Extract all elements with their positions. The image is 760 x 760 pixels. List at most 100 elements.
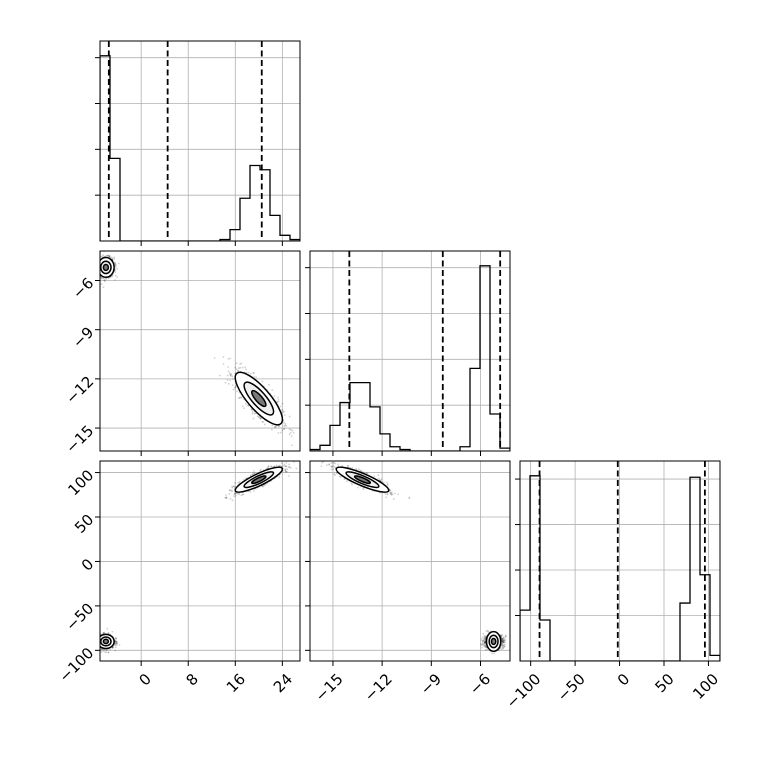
sample-point <box>108 255 111 257</box>
scatter-panel-1-0 <box>93 250 301 452</box>
sample-point <box>501 638 504 641</box>
sample-point <box>501 645 504 648</box>
sample-point <box>116 642 119 644</box>
sample-point <box>501 640 504 642</box>
sample-point <box>97 268 99 270</box>
sample-point <box>279 431 282 434</box>
sample-point <box>501 641 503 644</box>
sample-point <box>501 640 504 643</box>
sample-point <box>278 476 281 479</box>
sample-point <box>97 638 99 640</box>
sample-point <box>253 412 256 415</box>
sample-point <box>253 470 255 472</box>
sample-point <box>483 634 486 637</box>
density-layer <box>93 251 295 447</box>
sample-point <box>97 647 99 649</box>
panel-frame <box>99 460 301 662</box>
sample-point <box>100 277 103 280</box>
sample-point <box>481 646 483 649</box>
sample-point <box>267 465 270 468</box>
sample-point <box>229 497 232 500</box>
scatter-panel-2-0 <box>96 460 301 662</box>
sample-point <box>114 266 117 268</box>
sample-point <box>332 465 335 467</box>
sample-point <box>114 641 117 643</box>
sample-point <box>501 647 504 650</box>
sample-point <box>241 366 244 369</box>
sample-point <box>115 640 118 643</box>
sample-point <box>229 374 232 377</box>
sample-point <box>500 635 503 638</box>
sample-point <box>485 646 488 649</box>
sample-point <box>282 411 285 414</box>
sample-point <box>247 371 250 374</box>
sample-point <box>97 270 99 272</box>
sample-point <box>253 472 256 475</box>
sample-point <box>251 410 254 413</box>
sample-point <box>483 635 486 638</box>
sample-point <box>238 493 241 496</box>
sample-point <box>250 408 253 411</box>
sample-point <box>114 644 117 647</box>
sample-point <box>96 642 98 644</box>
sample-point <box>235 362 238 365</box>
sample-point <box>107 632 110 634</box>
scatter-panel-2-1 <box>309 460 511 662</box>
sample-point <box>97 266 99 268</box>
sample-point <box>264 483 267 486</box>
sample-point <box>93 265 95 267</box>
sample-point <box>252 372 255 374</box>
sample-point <box>279 405 282 408</box>
sample-point <box>98 641 100 643</box>
sample-point <box>278 425 281 427</box>
sample-point <box>115 637 118 640</box>
sample-point <box>233 495 236 498</box>
sample-point <box>283 427 286 430</box>
sample-point <box>105 649 108 652</box>
sample-point <box>98 271 100 273</box>
sample-point <box>502 636 505 639</box>
sample-point <box>501 643 504 646</box>
histogram-steps <box>100 55 300 241</box>
sample-point <box>289 431 292 434</box>
sample-point <box>104 651 106 653</box>
sample-point <box>504 639 507 642</box>
sample-point <box>255 376 257 379</box>
sample-point <box>114 646 117 649</box>
density-contour <box>490 637 497 646</box>
sample-point <box>113 257 116 260</box>
sample-point <box>270 428 273 431</box>
sample-point <box>237 481 240 484</box>
sample-point <box>98 640 100 642</box>
sample-point <box>270 465 272 468</box>
sample-point <box>237 367 240 370</box>
sample-point <box>213 356 216 359</box>
sample-point <box>116 276 118 279</box>
sample-point <box>486 629 489 632</box>
sample-point <box>502 646 505 649</box>
sample-point <box>291 444 294 447</box>
sample-point <box>105 278 108 281</box>
density-contour <box>102 638 110 645</box>
sample-point <box>100 648 103 651</box>
sample-point <box>227 370 230 373</box>
sample-point <box>117 262 120 265</box>
sample-point <box>500 634 503 637</box>
sample-point <box>483 645 486 648</box>
sample-point <box>261 485 264 488</box>
sample-point <box>502 637 505 640</box>
sample-point <box>98 261 100 263</box>
sample-point <box>231 378 234 380</box>
sample-point <box>484 640 487 643</box>
sample-point <box>333 461 335 464</box>
sample-point <box>228 489 231 492</box>
sample-point <box>93 265 95 267</box>
sample-point <box>114 279 117 281</box>
sample-point <box>97 267 99 269</box>
sample-point <box>96 633 98 635</box>
sample-point <box>277 400 280 403</box>
sample-point <box>260 417 263 420</box>
sample-point <box>288 433 291 436</box>
sample-point <box>283 414 286 416</box>
sample-point <box>102 286 105 289</box>
